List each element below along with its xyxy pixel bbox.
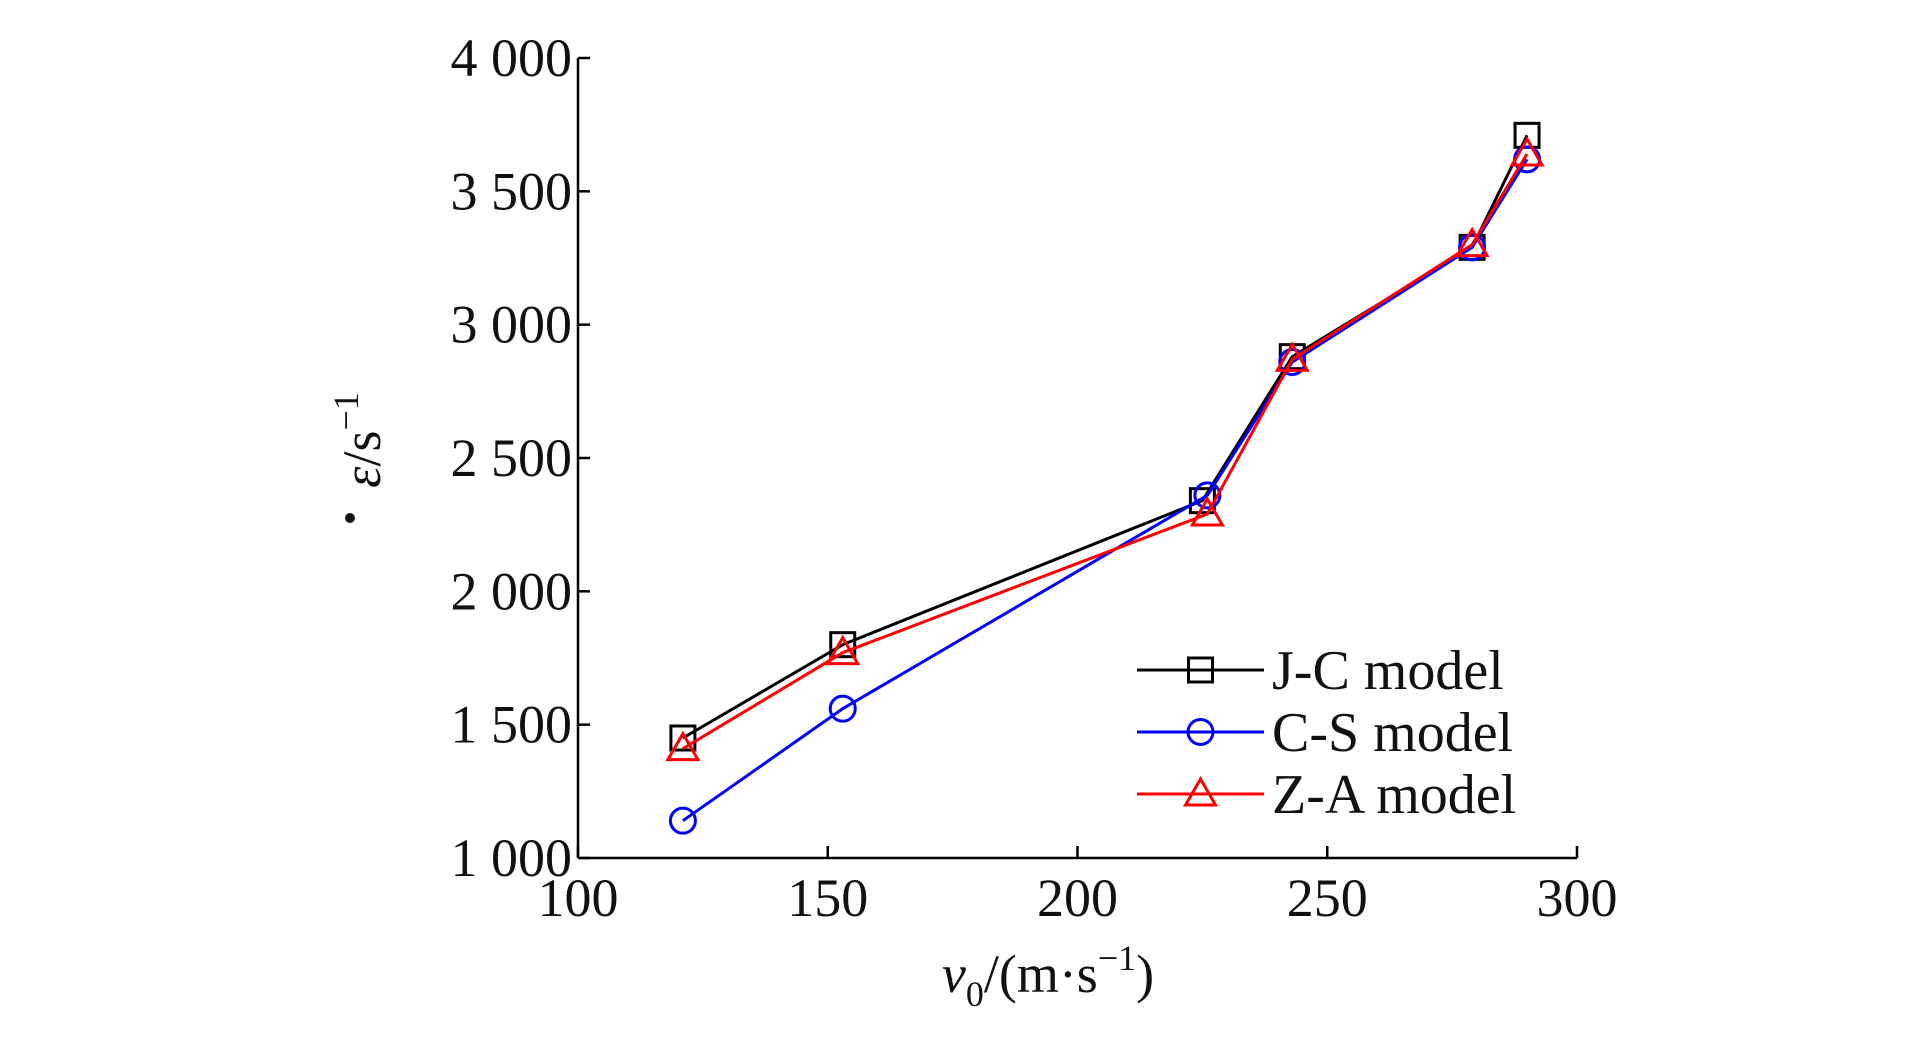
y-axis-ticks: 1 000 1 500 2 000 2 500 3 000 3 500 4 000 bbox=[451, 28, 590, 888]
data-point-square bbox=[829, 631, 857, 659]
series-circle bbox=[668, 145, 1542, 835]
x-tick-label: 200 bbox=[1037, 868, 1118, 928]
series-line bbox=[682, 158, 1529, 822]
x-axis-title-sub: 0 bbox=[966, 974, 984, 1014]
y-tick-label: 3 000 bbox=[451, 295, 573, 355]
data-point-circle bbox=[1193, 481, 1222, 510]
legend-label: C-S model bbox=[1272, 702, 1513, 764]
series-triangle bbox=[665, 135, 1545, 762]
y-axis-title: ε/s−1 bbox=[326, 392, 392, 523]
series-layer bbox=[665, 121, 1545, 835]
data-point-circle bbox=[1278, 348, 1307, 376]
svg-text:ε/s−1: ε/s−1 bbox=[326, 392, 392, 488]
data-point-triangle bbox=[1189, 495, 1225, 527]
legend-marker-square bbox=[1187, 656, 1214, 684]
x-tick-label: 250 bbox=[1287, 868, 1368, 928]
data-point-circle bbox=[668, 806, 697, 835]
data-point-triangle bbox=[1454, 226, 1490, 258]
legend-marker-circle bbox=[1186, 718, 1215, 746]
x-tick-label: 150 bbox=[787, 868, 868, 928]
x-axis-ticks: 100 150 200 250 300 bbox=[538, 846, 1618, 928]
y-axis-title-dot bbox=[345, 513, 355, 523]
legend-label: Z-A model bbox=[1272, 764, 1516, 826]
legend-label: J-C model bbox=[1272, 640, 1504, 702]
data-point-square bbox=[669, 724, 697, 752]
y-tick-label: 2 000 bbox=[451, 561, 573, 621]
data-point-triangle bbox=[1274, 341, 1310, 372]
data-point-circle bbox=[828, 694, 857, 723]
y-tick-label: 4 000 bbox=[451, 28, 573, 88]
data-point-circle bbox=[1458, 233, 1487, 262]
y-axis-title-var: ε bbox=[332, 466, 392, 488]
legend-marker-triangle bbox=[1182, 775, 1219, 807]
y-axis-title-unit: /s bbox=[332, 431, 392, 467]
data-point-triangle bbox=[825, 634, 861, 666]
x-tick-label: 100 bbox=[538, 868, 619, 928]
y-tick-label: 1 500 bbox=[451, 695, 573, 755]
series-line bbox=[682, 153, 1529, 750]
y-tick-label: 3 500 bbox=[451, 161, 573, 221]
x-tick-label: 300 bbox=[1537, 868, 1618, 928]
x-axis-title: v0/(m·s−1) bbox=[942, 938, 1154, 1014]
x-axis-title-unit-open: /(m·s bbox=[984, 944, 1098, 1004]
y-tick-label: 2 500 bbox=[451, 428, 573, 488]
y-axis-title-sup: −1 bbox=[326, 392, 366, 430]
x-axis-title-unit-close: ) bbox=[1136, 944, 1154, 1004]
x-axis-title-var: v bbox=[942, 944, 966, 1004]
y-tick-label: 1 000 bbox=[451, 828, 573, 888]
legend-entry: C-S model bbox=[1137, 702, 1513, 764]
data-point-triangle bbox=[1509, 135, 1545, 167]
data-point-triangle bbox=[665, 730, 701, 762]
legend-entry: J-C model bbox=[1137, 640, 1504, 702]
x-axis-title-sup: −1 bbox=[1098, 938, 1136, 978]
legend-entry: Z-A model bbox=[1137, 764, 1516, 826]
